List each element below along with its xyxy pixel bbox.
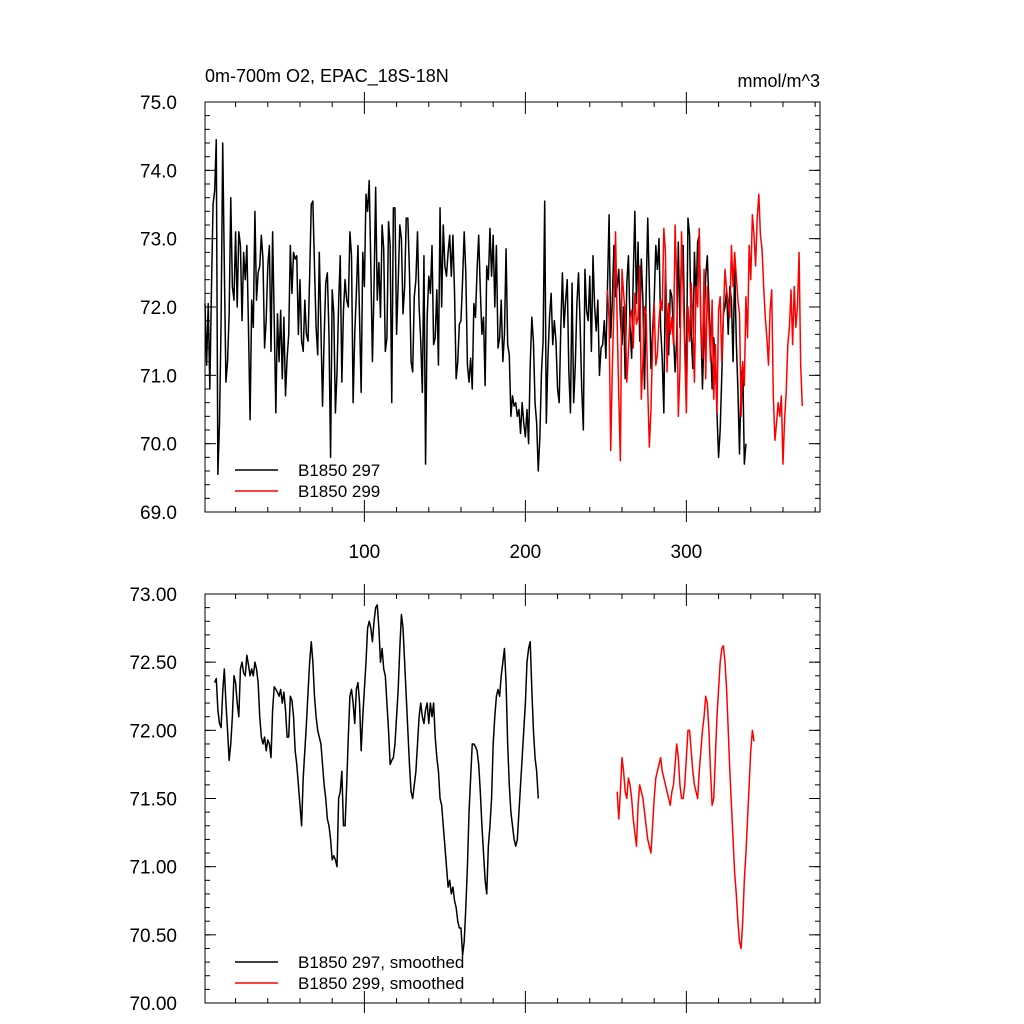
chart-top-ticks [205, 92, 820, 522]
series-line-b1850-299 [606, 193, 804, 465]
chart-bottom-y-tick-labels: 70.00 70.50 71.00 71.50 72.00 72.50 73.00 [129, 585, 177, 1015]
legend-label-b1850-297: B1850 297 [298, 461, 380, 480]
x-tick-label: 300 [671, 542, 703, 563]
chart-top-x-tick-labels: 100 200 300 [349, 542, 703, 563]
chart-bottom-series-group [213, 604, 755, 957]
legend-label-b1850-299-smoothed: B1850 299, smoothed [298, 974, 464, 993]
y-tick-label: 72.00 [129, 721, 177, 742]
y-tick-label: 69.0 [140, 503, 177, 524]
x-tick-label: 100 [349, 542, 381, 563]
y-tick-label: 72.0 [140, 298, 177, 319]
chart-bottom-ticks [205, 584, 820, 1013]
y-tick-label: 71.00 [129, 858, 177, 879]
y-tick-label: 75.0 [140, 93, 177, 114]
series-line-b1850-299-smoothed [616, 645, 755, 950]
y-tick-label: 70.0 [140, 435, 177, 456]
y-tick-label: 71.0 [140, 366, 177, 387]
y-tick-label: 70.50 [129, 926, 177, 947]
chart-bottom-panel: 70.00 70.50 71.00 71.50 72.00 72.50 73.00 B185… [129, 584, 821, 1015]
chart-top-panel: 0m-700m O2, EPAC_18S-18N mmol/m^3 69.0 70… [140, 66, 821, 563]
y-tick-label: 74.0 [140, 161, 177, 182]
y-tick-label: 73.0 [140, 230, 177, 251]
y-tick-label: 70.00 [129, 994, 177, 1015]
chart-top-title: 0m-700m O2, EPAC_18S-18N [205, 66, 449, 87]
y-tick-label: 73.00 [129, 585, 177, 606]
y-tick-label: 71.50 [129, 790, 177, 811]
series-line-b1850-297 [204, 138, 747, 476]
chart-bottom-plot-frame [204, 593, 821, 1004]
legend-label-b1850-297-smoothed: B1850 297, smoothed [298, 953, 464, 972]
legend-label-b1850-299: B1850 299 [298, 482, 380, 501]
chart-top-y-tick-labels: 69.0 70.0 71.0 72.0 73.0 74.0 75.0 [140, 93, 177, 524]
x-tick-label: 200 [510, 542, 542, 563]
series-line-b1850-297-smoothed [213, 604, 540, 957]
y-tick-label: 72.50 [129, 653, 177, 674]
chart-top-legend: B1850 297 B1850 299 [235, 461, 380, 501]
chart-top-units: mmol/m^3 [738, 71, 820, 91]
chart-top-series-group [204, 138, 804, 476]
chart-bottom-legend: B1850 297, smoothed B1850 299, smoothed [235, 953, 464, 993]
